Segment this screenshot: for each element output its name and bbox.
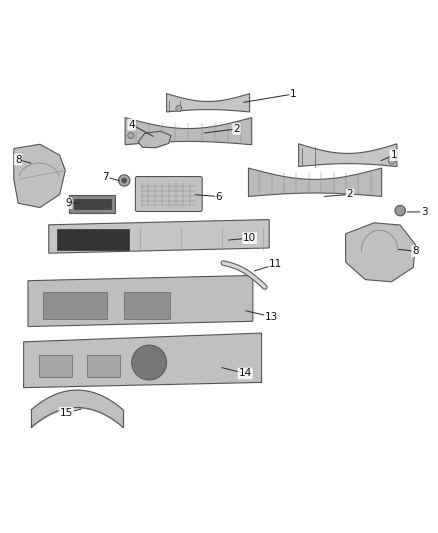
Text: 10: 10 [243,233,256,243]
Polygon shape [138,131,171,148]
Polygon shape [24,333,261,387]
Text: 8: 8 [412,246,419,256]
Bar [39,355,72,377]
Polygon shape [248,168,381,197]
Text: 3: 3 [421,207,427,217]
Polygon shape [125,118,252,144]
Polygon shape [346,223,416,282]
Bar [70,195,115,213]
Text: 6: 6 [215,192,223,201]
Bar [57,229,129,249]
Circle shape [132,345,166,380]
Text: 4: 4 [128,119,135,130]
Text: 8: 8 [15,155,21,165]
Text: 9: 9 [65,198,72,208]
Text: 14: 14 [239,368,252,378]
Text: 2: 2 [346,189,353,199]
Circle shape [389,157,396,164]
Polygon shape [166,94,250,112]
Circle shape [395,205,406,216]
Text: 7: 7 [102,172,109,182]
Bar [43,293,106,319]
Polygon shape [299,144,397,166]
Text: 13: 13 [265,312,278,322]
Text: 11: 11 [269,260,283,269]
FancyBboxPatch shape [135,176,202,212]
Bar [124,293,170,319]
Circle shape [119,175,130,186]
Circle shape [176,106,182,111]
Text: 2: 2 [233,124,240,134]
Bar [74,199,111,209]
Bar [87,355,120,377]
Polygon shape [28,276,253,327]
Polygon shape [14,144,65,207]
Circle shape [128,133,134,139]
Text: 15: 15 [60,408,73,418]
Polygon shape [49,220,269,253]
Circle shape [122,178,127,183]
Text: 1: 1 [290,89,297,99]
Text: 1: 1 [390,150,397,160]
